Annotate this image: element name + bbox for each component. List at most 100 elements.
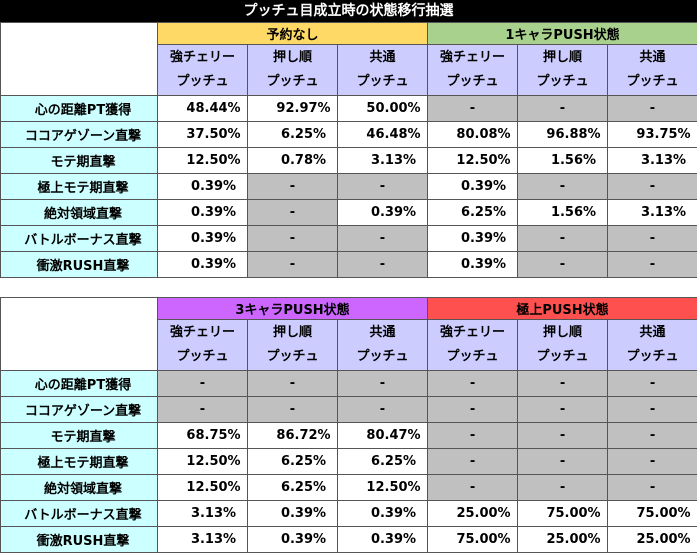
- table-cell: -: [518, 96, 608, 122]
- sub-header-line: 共通: [608, 46, 697, 70]
- table-cell: 0.39%: [338, 527, 428, 553]
- table-cell: 6.25%: [428, 200, 518, 226]
- sub-header-line: 共通: [338, 46, 427, 70]
- table-cell: -: [428, 371, 518, 397]
- sub-header-line: 共通: [338, 321, 427, 345]
- table-cell: -: [608, 423, 697, 449]
- corner-cell: [1, 23, 158, 96]
- probability-table: 3キャラPUSH状態極上PUSH状態強チェリープッチュ押し順プッチュ共通プッチュ…: [0, 297, 697, 553]
- table-cell: 0.39%: [158, 174, 248, 200]
- table-cell: -: [518, 371, 608, 397]
- sub-header-line: プッチュ: [608, 70, 697, 94]
- group-header-row: 3キャラPUSH状態極上PUSH状態: [1, 298, 697, 320]
- table-cell: -: [518, 423, 608, 449]
- table-cell: 96.88%: [518, 122, 608, 148]
- table-cell: -: [248, 200, 338, 226]
- row-label: 心の距離PT獲得: [1, 371, 158, 397]
- table-cell: 6.25%: [248, 122, 338, 148]
- table-cell: 12.50%: [158, 148, 248, 174]
- sub-header-line: 共通: [608, 321, 697, 345]
- row-label: 極上モテ期直撃: [1, 449, 158, 475]
- sub-header-line: プッチュ: [608, 345, 697, 369]
- table-cell: 3.13%: [608, 200, 697, 226]
- table-cell: -: [608, 96, 697, 122]
- table-cell: -: [248, 226, 338, 252]
- table-cell: -: [248, 397, 338, 423]
- sub-header-line: プッチュ: [338, 345, 427, 369]
- table-row: ココアゲゾーン直撃------: [1, 397, 697, 423]
- table-cell: -: [518, 226, 608, 252]
- table-cell: 25.00%: [428, 501, 518, 527]
- table-cell: -: [428, 475, 518, 501]
- sub-header: 押し順プッチュ: [248, 320, 338, 371]
- table-cell: -: [608, 252, 697, 278]
- sub-header-line: プッチュ: [428, 345, 517, 369]
- table-cell: 3.13%: [608, 148, 697, 174]
- table-cell: 0.39%: [428, 252, 518, 278]
- row-label: バトルボーナス直撃: [1, 226, 158, 252]
- table-cell: 46.48%: [338, 122, 428, 148]
- table-cell: -: [338, 174, 428, 200]
- row-label: 極上モテ期直撃: [1, 174, 158, 200]
- sub-header-line: 強チェリー: [158, 46, 247, 70]
- table-cell: -: [518, 397, 608, 423]
- sub-header: 押し順プッチュ: [518, 320, 608, 371]
- table-cell: 1.56%: [518, 148, 608, 174]
- table-cell: -: [248, 371, 338, 397]
- sub-header: 押し順プッチュ: [518, 45, 608, 96]
- page-title: プッチュ目成立時の状態移行抽選: [0, 0, 697, 22]
- row-label: バトルボーナス直撃: [1, 501, 158, 527]
- table-cell: 12.50%: [158, 475, 248, 501]
- sub-header-line: プッチュ: [248, 70, 337, 94]
- sub-header: 強チェリープッチュ: [428, 320, 518, 371]
- table-cell: 50.00%: [338, 96, 428, 122]
- table-cell: 80.47%: [338, 423, 428, 449]
- sub-header-line: 強チェリー: [158, 321, 247, 345]
- table-cell: 12.50%: [158, 449, 248, 475]
- table-cell: 48.44%: [158, 96, 248, 122]
- sub-header-line: 押し順: [518, 321, 607, 345]
- table-cell: -: [608, 226, 697, 252]
- table-cell: 93.75%: [608, 122, 697, 148]
- group-header: 予約なし: [158, 23, 428, 45]
- table-cell: -: [158, 397, 248, 423]
- sub-header-line: プッチュ: [158, 70, 247, 94]
- table-cell: 1.56%: [518, 200, 608, 226]
- table-cell: 0.39%: [158, 200, 248, 226]
- corner-cell: [1, 298, 158, 371]
- group-header: 極上PUSH状態: [428, 298, 697, 320]
- row-label: 絶対領域直撃: [1, 200, 158, 226]
- sub-header-line: プッチュ: [338, 70, 427, 94]
- table-cell: 37.50%: [158, 122, 248, 148]
- table-cell: -: [428, 397, 518, 423]
- row-label: ココアゲゾーン直撃: [1, 397, 158, 423]
- table-cell: 6.25%: [248, 449, 338, 475]
- table-cell: -: [338, 397, 428, 423]
- table-cell: 80.08%: [428, 122, 518, 148]
- sub-header: 強チェリープッチュ: [158, 45, 248, 96]
- sub-header-line: 押し順: [248, 46, 337, 70]
- table-cell: 86.72%: [248, 423, 338, 449]
- sub-header-line: 押し順: [518, 46, 607, 70]
- table-cell: 12.50%: [428, 148, 518, 174]
- table-cell: 6.25%: [248, 475, 338, 501]
- row-label: 絶対領域直撃: [1, 475, 158, 501]
- sub-header: 共通プッチュ: [338, 45, 428, 96]
- sub-header: 押し順プッチュ: [248, 45, 338, 96]
- table-cell: 0.39%: [428, 174, 518, 200]
- table-cell: 25.00%: [518, 527, 608, 553]
- sub-header-line: プッチュ: [248, 345, 337, 369]
